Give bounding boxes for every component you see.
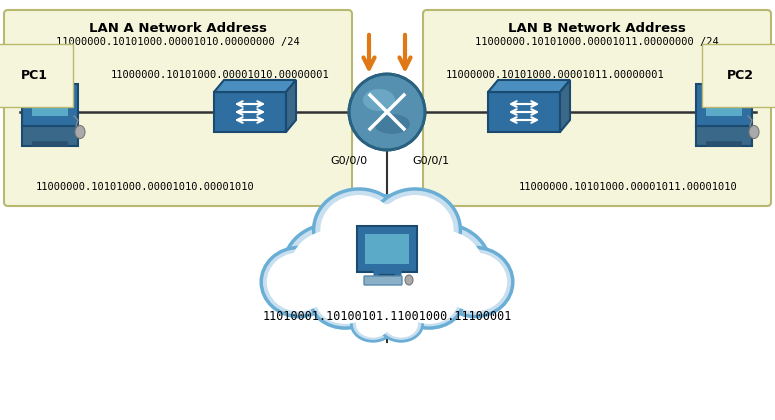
- FancyBboxPatch shape: [32, 92, 68, 116]
- FancyBboxPatch shape: [357, 226, 417, 272]
- Ellipse shape: [374, 114, 410, 134]
- Text: PC1: PC1: [20, 69, 47, 82]
- Ellipse shape: [351, 307, 394, 341]
- Ellipse shape: [75, 126, 85, 139]
- Text: 11000000.10101000.00001011.00000001: 11000000.10101000.00001011.00000001: [446, 70, 664, 80]
- Text: 11000000.10101000.00001011.00001010: 11000000.10101000.00001011.00001010: [518, 182, 737, 192]
- Ellipse shape: [261, 247, 337, 317]
- Ellipse shape: [315, 276, 374, 324]
- Polygon shape: [488, 80, 570, 92]
- FancyBboxPatch shape: [22, 84, 78, 128]
- Ellipse shape: [309, 196, 465, 308]
- Ellipse shape: [267, 252, 331, 312]
- Text: G0/0/0: G0/0/0: [330, 156, 367, 166]
- Text: 11000000.10101000.00001010.00000000 /24: 11000000.10101000.00001010.00000000 /24: [56, 37, 300, 47]
- Text: LAN B Network Address: LAN B Network Address: [508, 22, 686, 35]
- Ellipse shape: [380, 307, 422, 341]
- Ellipse shape: [401, 230, 484, 304]
- FancyBboxPatch shape: [214, 92, 286, 132]
- FancyBboxPatch shape: [22, 126, 78, 146]
- Polygon shape: [214, 80, 296, 92]
- Ellipse shape: [291, 230, 374, 304]
- FancyBboxPatch shape: [4, 10, 352, 206]
- Text: 11000000.10101000.00001011.00000000 /24: 11000000.10101000.00001011.00000000 /24: [475, 37, 719, 47]
- Ellipse shape: [284, 224, 381, 310]
- Ellipse shape: [320, 195, 398, 265]
- FancyBboxPatch shape: [696, 84, 752, 128]
- Ellipse shape: [394, 224, 491, 310]
- Ellipse shape: [437, 247, 513, 317]
- Polygon shape: [286, 80, 296, 132]
- Ellipse shape: [400, 276, 459, 324]
- Ellipse shape: [370, 189, 460, 271]
- Ellipse shape: [443, 252, 507, 312]
- Ellipse shape: [405, 275, 413, 285]
- FancyBboxPatch shape: [365, 234, 409, 264]
- Polygon shape: [560, 80, 570, 132]
- Text: G0/0/1: G0/0/1: [412, 156, 449, 166]
- Ellipse shape: [363, 89, 395, 111]
- FancyBboxPatch shape: [364, 276, 402, 285]
- Circle shape: [349, 74, 425, 150]
- Ellipse shape: [321, 204, 453, 300]
- Ellipse shape: [394, 272, 463, 328]
- FancyBboxPatch shape: [488, 92, 560, 132]
- Text: 11010001.10100101.11001000.11100001: 11010001.10100101.11001000.11100001: [262, 310, 512, 323]
- Ellipse shape: [384, 310, 418, 338]
- Ellipse shape: [327, 255, 447, 319]
- Text: 11000000.10101000.00001010.00000001: 11000000.10101000.00001010.00000001: [111, 70, 329, 80]
- Ellipse shape: [749, 126, 759, 139]
- Text: LAN A Network Address: LAN A Network Address: [89, 22, 267, 35]
- Text: PC2: PC2: [726, 69, 753, 82]
- Ellipse shape: [377, 195, 453, 265]
- Ellipse shape: [317, 249, 457, 325]
- Text: 11000000.10101000.00001010.00001010: 11000000.10101000.00001010.00001010: [36, 182, 254, 192]
- Ellipse shape: [356, 310, 390, 338]
- FancyBboxPatch shape: [423, 10, 771, 206]
- FancyBboxPatch shape: [696, 126, 752, 146]
- Ellipse shape: [311, 272, 380, 328]
- Ellipse shape: [314, 189, 405, 271]
- FancyBboxPatch shape: [706, 92, 742, 116]
